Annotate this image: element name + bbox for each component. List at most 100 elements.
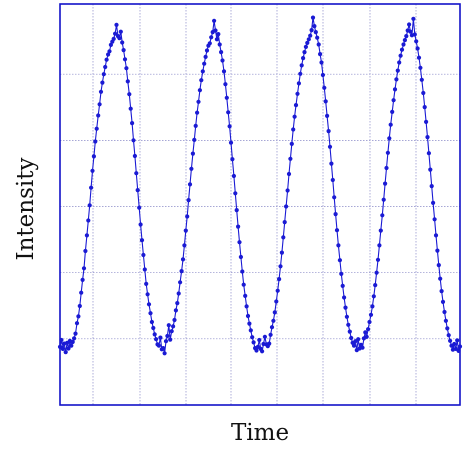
- data-point: [334, 228, 340, 233]
- data-point: [80, 277, 85, 282]
- data-point: [76, 314, 81, 319]
- data-point: [77, 303, 82, 309]
- data-point: [145, 292, 150, 297]
- data-point: [204, 48, 210, 53]
- data-point: [292, 114, 297, 119]
- data-point: [399, 47, 405, 52]
- data-point: [158, 335, 163, 340]
- data-point: [407, 22, 412, 27]
- data-point: [422, 105, 427, 110]
- data-point: [377, 243, 382, 248]
- data-point: [439, 289, 444, 294]
- data-point: [73, 331, 78, 336]
- data-point: [152, 332, 157, 337]
- data-point: [142, 267, 147, 272]
- data-point: [98, 89, 104, 94]
- data-point: [74, 321, 80, 326]
- data-point: [381, 197, 386, 202]
- data-point: [388, 122, 393, 127]
- data-point: [387, 136, 392, 141]
- data-point: [93, 139, 98, 144]
- data-point: [63, 350, 68, 355]
- data-point: [213, 28, 218, 33]
- data-point: [433, 233, 439, 238]
- data-point: [404, 34, 409, 39]
- data-point: [260, 349, 265, 354]
- data-point: [325, 113, 330, 118]
- data-point: [228, 140, 234, 145]
- data-point: [189, 166, 194, 171]
- plot-frame: [59, 3, 461, 406]
- data-point: [217, 42, 222, 47]
- data-point: [219, 50, 224, 55]
- data-point: [128, 106, 133, 111]
- data-point: [169, 329, 174, 334]
- data-point: [457, 344, 463, 349]
- data-point: [178, 280, 183, 285]
- data-point: [226, 110, 231, 115]
- data-point: [72, 336, 77, 341]
- data-point: [90, 168, 95, 173]
- data-point: [435, 248, 440, 253]
- data-point: [337, 258, 342, 263]
- data-point: [397, 60, 402, 65]
- data-point: [156, 343, 161, 348]
- data-point: [106, 52, 111, 57]
- data-point: [132, 153, 137, 159]
- data-point: [295, 91, 300, 96]
- data-point: [83, 248, 88, 254]
- data-point: [233, 191, 238, 196]
- data-point: [197, 88, 202, 93]
- data-point: [308, 33, 313, 38]
- data-point: [333, 212, 338, 217]
- data-point: [121, 48, 126, 53]
- data-point: [130, 121, 135, 126]
- data-point: [415, 46, 420, 51]
- data-point: [100, 80, 105, 85]
- data-point: [111, 36, 116, 42]
- data-point: [195, 110, 200, 115]
- data-point: [247, 321, 252, 326]
- data-point: [374, 270, 379, 275]
- data-point: [104, 57, 109, 62]
- data-point: [281, 235, 286, 240]
- data-point: [330, 177, 335, 183]
- data-point: [402, 38, 407, 43]
- data-point: [378, 228, 383, 233]
- data-point: [408, 29, 413, 34]
- data-point: [322, 85, 327, 90]
- data-point: [203, 54, 208, 60]
- data-point: [282, 220, 287, 225]
- data-point: [66, 346, 71, 351]
- data-point: [426, 151, 431, 156]
- data-point: [248, 328, 253, 333]
- data-point: [176, 291, 181, 296]
- data-point: [298, 71, 303, 76]
- data-point: [257, 337, 262, 343]
- data-point: [268, 332, 273, 337]
- data-point: [193, 123, 198, 128]
- data-point: [127, 92, 132, 97]
- data-point: [398, 53, 403, 58]
- data-point: [269, 325, 275, 330]
- data-point: [347, 329, 352, 334]
- data-point: [299, 63, 304, 68]
- data-point: [163, 339, 169, 344]
- data-point: [375, 257, 381, 262]
- data-point: [315, 35, 320, 40]
- data-point: [165, 333, 170, 339]
- data-point: [101, 72, 106, 77]
- data-point: [196, 99, 201, 104]
- data-point: [360, 345, 365, 350]
- data-point: [431, 200, 436, 205]
- data-point: [344, 314, 349, 319]
- data-point: [134, 171, 139, 176]
- data-point: [220, 58, 225, 63]
- data-point: [113, 31, 118, 36]
- data-point: [175, 301, 180, 306]
- data-point: [79, 290, 84, 295]
- data-point: [137, 205, 142, 210]
- data-point: [291, 127, 296, 132]
- data-point: [383, 181, 388, 186]
- data-point: [391, 98, 396, 103]
